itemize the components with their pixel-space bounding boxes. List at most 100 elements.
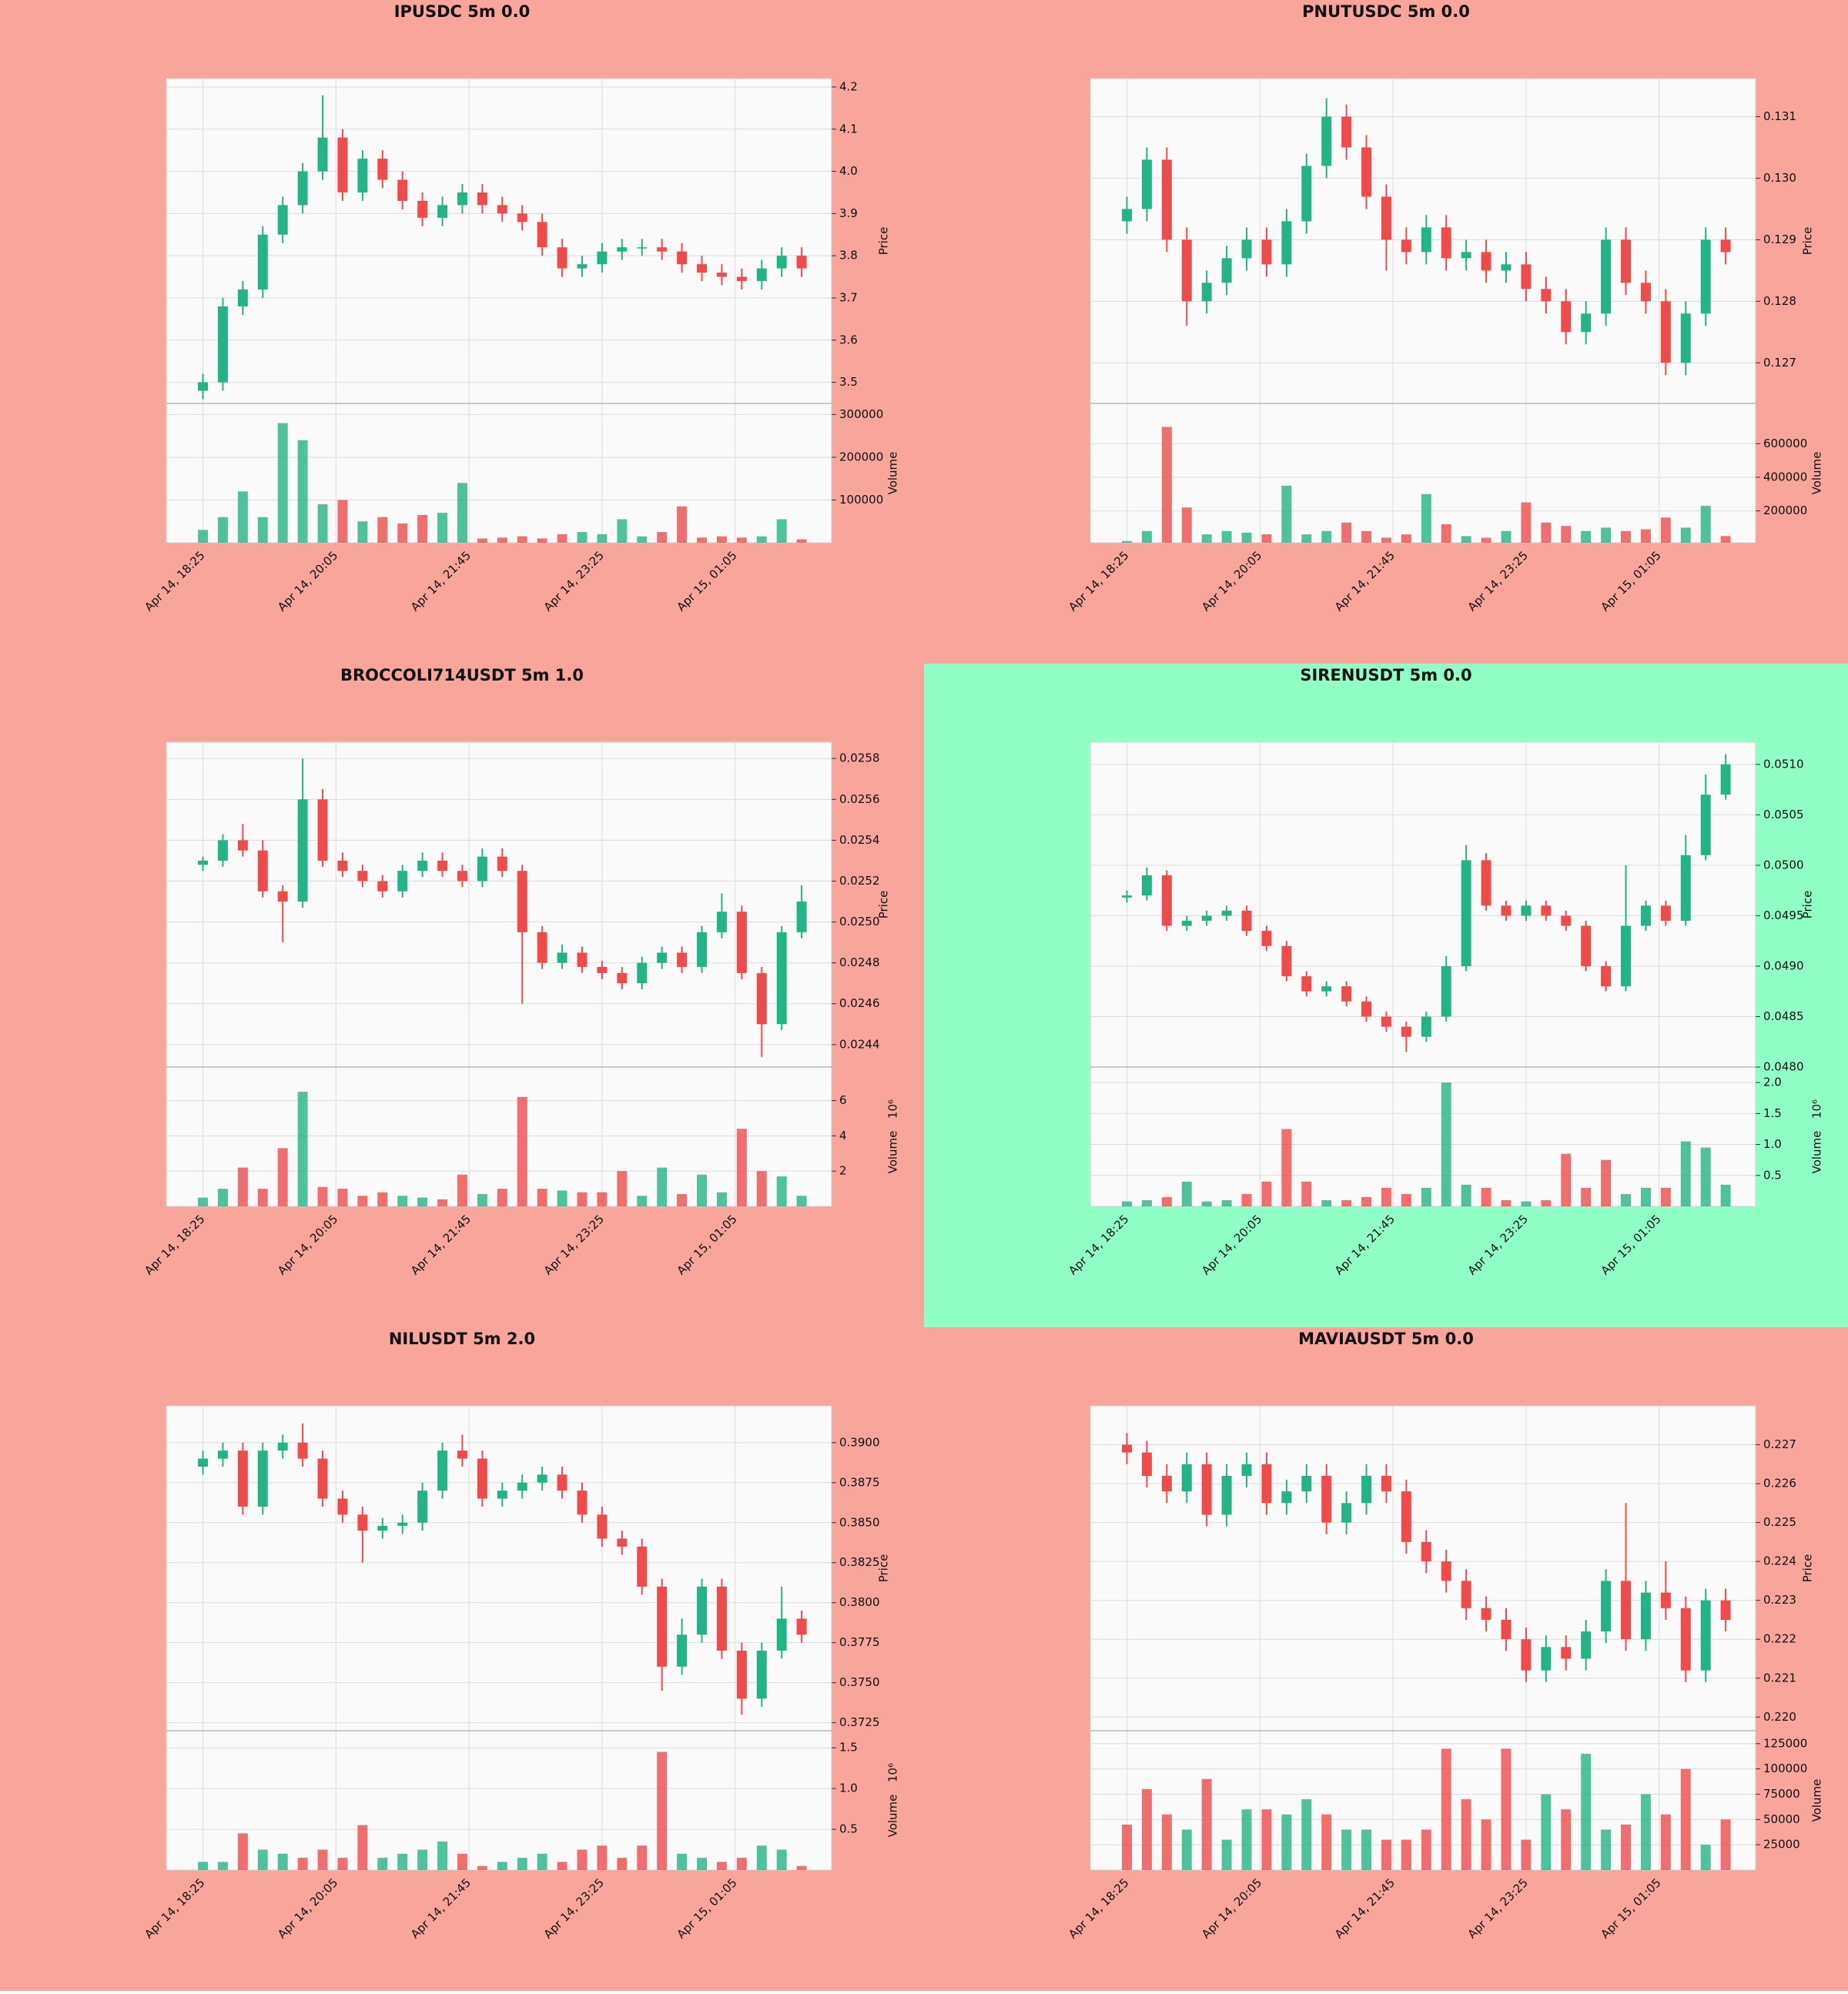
candle-body xyxy=(1421,1016,1431,1037)
volume-bar xyxy=(736,1129,747,1206)
volume-bar xyxy=(277,1148,288,1206)
volume-tick-label: 1.5 xyxy=(1763,1106,1782,1120)
candle-body xyxy=(1501,1619,1512,1640)
candle-body xyxy=(1441,1561,1451,1581)
volume-bar xyxy=(736,1858,747,1870)
y-tick-label: 0.0256 xyxy=(839,792,880,806)
volume-bar xyxy=(637,536,648,543)
candle-body xyxy=(1521,905,1532,916)
y-tick-label: 0.227 xyxy=(1763,1437,1796,1451)
volume-axis-label: Volume xyxy=(886,1131,900,1174)
chart-title: SIRENUSDT 5m 0.0 xyxy=(1300,666,1471,684)
candle-body xyxy=(477,192,487,206)
y-tick-label: 0.0246 xyxy=(839,996,880,1010)
candle-body xyxy=(776,256,787,269)
volume-bar xyxy=(1181,1829,1192,1870)
volume-tick-label: 4 xyxy=(839,1129,847,1143)
volume-bar xyxy=(1461,1799,1471,1870)
volume-bar xyxy=(1361,1196,1372,1206)
candle-body xyxy=(1141,1452,1152,1476)
candle-body xyxy=(1221,258,1232,283)
candle-body xyxy=(677,251,688,265)
chart-title: IPUSDC 5m 0.0 xyxy=(394,2,531,21)
candle-body xyxy=(736,912,747,973)
volume-bar xyxy=(237,491,248,543)
y-tick-label: 0.3825 xyxy=(839,1555,880,1569)
candle-body xyxy=(1122,209,1132,222)
volume-bar xyxy=(1541,522,1552,543)
volume-bar xyxy=(577,1192,588,1206)
candle-body xyxy=(198,382,208,391)
volume-bar xyxy=(1241,532,1252,543)
y-tick-label: 3.7 xyxy=(839,290,858,304)
volume-bar xyxy=(1241,1809,1252,1870)
candle-body xyxy=(1181,1464,1192,1492)
candle-body xyxy=(716,1586,727,1651)
candle-body xyxy=(657,952,668,963)
volume-bar xyxy=(657,1167,668,1206)
volume-bar xyxy=(1561,526,1572,543)
candle-body xyxy=(1700,795,1711,855)
volume-tick-label: 300000 xyxy=(839,407,883,421)
volume-axis-label: Volume xyxy=(1810,452,1824,495)
volume-axis-offset: 10⁶ xyxy=(886,1099,900,1119)
y-tick-label: 0.3725 xyxy=(839,1715,880,1729)
candle-body xyxy=(1660,1592,1671,1608)
candle-body xyxy=(437,1450,448,1491)
volume-bar xyxy=(457,1853,467,1870)
volume-bar xyxy=(1621,1193,1631,1206)
volume-bar xyxy=(756,536,767,543)
candle-body xyxy=(1381,1475,1391,1492)
volume-bar xyxy=(1720,1184,1731,1206)
volume-bar xyxy=(1361,1829,1372,1870)
volume-bar xyxy=(597,1845,608,1870)
candle-body xyxy=(1581,925,1592,966)
candle-body xyxy=(357,871,368,882)
volume-tick-label: 0.5 xyxy=(1763,1168,1782,1182)
volume-bar xyxy=(1201,1201,1212,1206)
candle-body xyxy=(1541,289,1552,302)
volume-bar xyxy=(1680,1768,1691,1870)
candle-body xyxy=(357,1514,368,1531)
candle-body xyxy=(317,137,328,172)
candle-body xyxy=(457,1450,467,1459)
candle-body xyxy=(297,1442,308,1459)
volume-bar xyxy=(397,524,408,543)
candle-body xyxy=(257,234,268,290)
volume-bar xyxy=(257,1849,268,1870)
candle-body xyxy=(1221,1475,1232,1515)
candle-body xyxy=(237,840,248,851)
candle-body xyxy=(577,952,588,967)
volume-bar xyxy=(716,1862,727,1870)
volume-bar xyxy=(297,1092,308,1206)
candle-body xyxy=(1561,915,1572,926)
candle-body xyxy=(736,1651,747,1699)
candle-body xyxy=(437,205,448,218)
volume-bar xyxy=(1122,1824,1132,1870)
volume-bar xyxy=(1341,1199,1352,1206)
candle-body xyxy=(517,213,527,222)
volume-bar xyxy=(537,1189,547,1206)
candle-body xyxy=(1281,945,1292,977)
candle-body xyxy=(1261,239,1272,265)
volume-bar xyxy=(637,1196,648,1206)
volume-bar xyxy=(1281,485,1292,543)
volume-bar xyxy=(1321,1814,1332,1870)
volume-bar xyxy=(637,1845,648,1870)
candle-body xyxy=(617,1538,628,1547)
volume-bar xyxy=(1301,534,1312,543)
candle-body xyxy=(257,850,268,892)
candle-body xyxy=(217,1450,228,1459)
volume-bar xyxy=(756,1845,767,1870)
volume-bar xyxy=(537,538,547,543)
y-tick-label: 0.3775 xyxy=(839,1635,880,1649)
volume-bar xyxy=(477,1193,487,1206)
volume-bar xyxy=(1421,1829,1431,1870)
chart-title: PNUTUSDC 5m 0.0 xyxy=(1302,2,1470,21)
candle-body xyxy=(1361,1475,1372,1504)
y-tick-label: 0.3900 xyxy=(839,1435,880,1449)
volume-bar xyxy=(1720,1819,1731,1870)
volume-bar xyxy=(756,1171,767,1206)
volume-bar xyxy=(1481,1187,1491,1206)
